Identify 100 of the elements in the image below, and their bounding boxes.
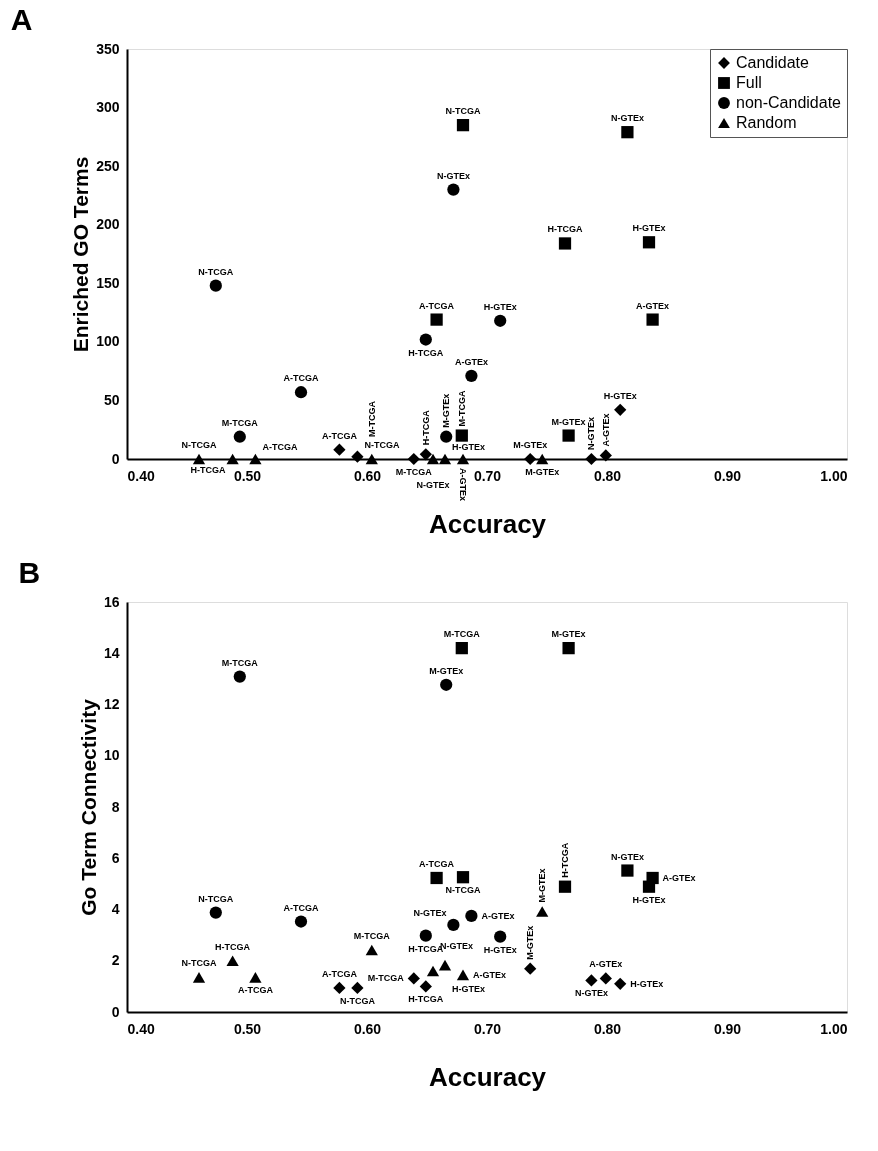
- x-tick-label: 0.70: [473, 1020, 502, 1037]
- data-label: H-GTEx: [630, 978, 664, 989]
- data-label: M-TCGA: [395, 467, 433, 477]
- data-label: H-TCGA: [190, 465, 227, 475]
- y-tick-label: 350: [96, 40, 120, 57]
- data-label: N-TCGA: [339, 995, 376, 1006]
- y-tick-label: 4: [111, 901, 120, 917]
- data-label: M-TCGA: [221, 657, 259, 668]
- data-label: A-GTEx: [589, 959, 623, 970]
- data-label: A-TCGA: [321, 968, 358, 979]
- data-label: N-TCGA: [198, 266, 234, 277]
- data-label: H-GTEx: [632, 223, 666, 234]
- data-label: H-GTEx: [603, 390, 637, 401]
- data-label: M-GTEx: [441, 393, 452, 428]
- data-label: M-TCGA: [456, 390, 467, 427]
- data-label: H-TCGA: [408, 994, 444, 1005]
- x-tick-label: 1.00: [820, 467, 848, 484]
- data-label: A-TCGA: [283, 902, 319, 913]
- chart-title: A: [10, 3, 33, 36]
- y-tick-label: 12: [103, 696, 120, 712]
- data-label: M-TCGA: [366, 400, 377, 437]
- data-label: A-TCGA: [321, 430, 358, 441]
- data-label: H-GTEx: [483, 301, 517, 312]
- data-label: M-GTEx: [551, 416, 586, 427]
- data-label: M-TCGA: [367, 973, 405, 984]
- x-tick-label: 0.40: [127, 467, 155, 484]
- data-label: A-TCGA: [262, 442, 298, 452]
- data-label: N-TCGA: [445, 106, 481, 117]
- data-label: H-TCGA: [560, 842, 570, 878]
- x-tick-label: 0.50: [233, 467, 262, 484]
- y-axis-title: Go Term Connectivity: [76, 698, 100, 916]
- data-label: M-GTEx: [537, 868, 548, 903]
- data-label: M-GTEx: [525, 467, 560, 477]
- data-label: N-GTEx: [413, 907, 447, 918]
- data-label: N-GTEx: [610, 113, 644, 124]
- data-label: M-GTEx: [525, 925, 536, 960]
- data-label: N-TCGA: [181, 440, 217, 450]
- x-tick-label: 0.60: [353, 467, 382, 484]
- data-label: A-TCGA: [419, 300, 455, 311]
- x-tick-label: 0.90: [713, 1020, 742, 1037]
- x-axis-title: Accuracy: [428, 508, 547, 539]
- data-label: H-TCGA: [547, 224, 583, 235]
- legend-label: Candidate: [736, 54, 810, 71]
- legend-label: non-Candidate: [736, 94, 842, 111]
- legend-label: Random: [736, 114, 797, 131]
- data-label: A-GTEx: [481, 910, 515, 921]
- data-label: A-GTEx: [454, 356, 488, 367]
- y-tick-label: 16: [103, 593, 120, 610]
- y-tick-label: 14: [103, 644, 120, 661]
- data-label: N-GTEx: [586, 416, 597, 450]
- data-label: A-GTEx: [662, 872, 696, 883]
- data-label: N-TCGA: [198, 893, 234, 904]
- y-tick-label: 300: [96, 99, 120, 116]
- data-label: H-TCGA: [215, 941, 251, 952]
- x-tick-label: 0.40: [127, 1020, 155, 1037]
- y-tick-label: 10: [103, 747, 120, 764]
- data-label: N-TCGA: [364, 439, 400, 450]
- y-tick-label: 8: [111, 798, 120, 815]
- legend-label: Full: [736, 74, 762, 91]
- y-tick-label: 50: [103, 391, 120, 408]
- x-tick-label: 0.60: [353, 1020, 382, 1037]
- x-axis-title: Accuracy: [428, 1061, 547, 1092]
- data-label: H-TCGA: [408, 347, 444, 358]
- data-label: N-GTEx: [610, 851, 644, 862]
- data-label: H-GTEx: [452, 984, 486, 995]
- data-label: M-TCGA: [221, 417, 259, 428]
- y-tick-label: 6: [111, 849, 120, 866]
- x-tick-label: 0.80: [593, 467, 622, 484]
- data-label: M-GTEx: [429, 665, 464, 676]
- data-label: N-GTEx: [416, 480, 450, 490]
- data-label: A-GTEx: [636, 300, 670, 311]
- x-tick-label: 0.70: [473, 467, 502, 484]
- data-label: A-GTEx: [600, 413, 611, 447]
- data-label: A-GTEx: [473, 969, 507, 980]
- data-label: H-GTEx: [483, 944, 517, 955]
- data-label: N-GTEx: [574, 988, 608, 999]
- data-label: H-GTEx: [452, 442, 486, 452]
- y-tick-label: 250: [96, 157, 120, 174]
- data-label: A-TCGA: [237, 985, 274, 996]
- data-label: M-GTEx: [551, 629, 586, 640]
- data-label: A-TCGA: [419, 858, 455, 869]
- y-tick-label: 2: [111, 952, 120, 969]
- y-tick-label: 100: [96, 333, 120, 350]
- data-label: M-TCGA: [443, 629, 481, 640]
- y-tick-label: 0: [111, 1003, 120, 1020]
- x-tick-label: 0.90: [713, 467, 742, 484]
- y-tick-label: 150: [96, 274, 120, 291]
- data-label: H-GTEx: [632, 894, 666, 905]
- data-label: M-TCGA: [353, 930, 391, 941]
- x-tick-label: 1.00: [820, 1020, 848, 1037]
- data-label: N-GTEx: [436, 170, 470, 181]
- data-label: N-TCGA: [181, 958, 217, 969]
- data-label: A-GTEx: [458, 468, 468, 502]
- y-tick-label: 0: [111, 450, 120, 467]
- data-label: H-TCGA: [420, 409, 431, 446]
- data-label: M-GTEx: [513, 440, 548, 450]
- y-axis-title: Enriched GO Terms: [69, 156, 93, 353]
- y-tick-label: 200: [96, 216, 120, 233]
- data-label: A-TCGA: [283, 373, 319, 384]
- x-tick-label: 0.80: [593, 1020, 622, 1037]
